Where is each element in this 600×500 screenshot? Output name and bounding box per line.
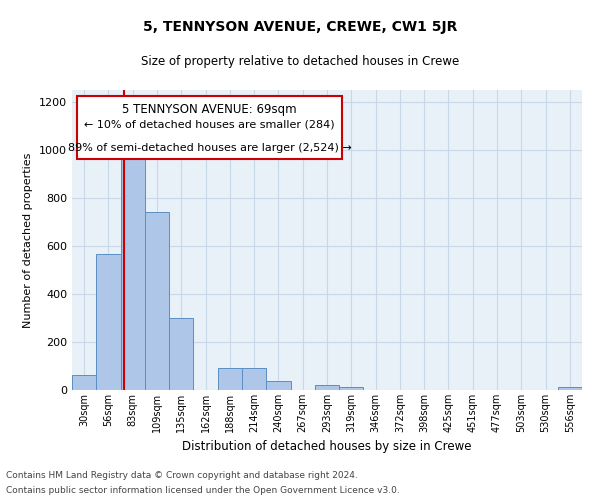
Bar bbox=[145, 212, 169, 390]
Bar bbox=[96, 254, 121, 390]
Bar bbox=[121, 150, 145, 390]
Text: 5 TENNYSON AVENUE: 69sqm: 5 TENNYSON AVENUE: 69sqm bbox=[122, 104, 297, 117]
Text: Contains HM Land Registry data © Crown copyright and database right 2024.: Contains HM Land Registry data © Crown c… bbox=[6, 471, 358, 480]
Bar bbox=[72, 375, 96, 390]
Bar bbox=[218, 368, 242, 390]
Bar bbox=[339, 388, 364, 390]
Text: 5, TENNYSON AVENUE, CREWE, CW1 5JR: 5, TENNYSON AVENUE, CREWE, CW1 5JR bbox=[143, 20, 457, 34]
Bar bbox=[315, 384, 339, 390]
Text: Size of property relative to detached houses in Crewe: Size of property relative to detached ho… bbox=[141, 55, 459, 68]
Bar bbox=[169, 318, 193, 390]
X-axis label: Distribution of detached houses by size in Crewe: Distribution of detached houses by size … bbox=[182, 440, 472, 454]
Text: ← 10% of detached houses are smaller (284): ← 10% of detached houses are smaller (28… bbox=[85, 120, 335, 130]
FancyBboxPatch shape bbox=[77, 96, 342, 159]
Y-axis label: Number of detached properties: Number of detached properties bbox=[23, 152, 34, 328]
Text: 89% of semi-detached houses are larger (2,524) →: 89% of semi-detached houses are larger (… bbox=[68, 142, 352, 152]
Bar bbox=[558, 388, 582, 390]
Bar bbox=[266, 381, 290, 390]
Bar bbox=[242, 368, 266, 390]
Text: Contains public sector information licensed under the Open Government Licence v3: Contains public sector information licen… bbox=[6, 486, 400, 495]
